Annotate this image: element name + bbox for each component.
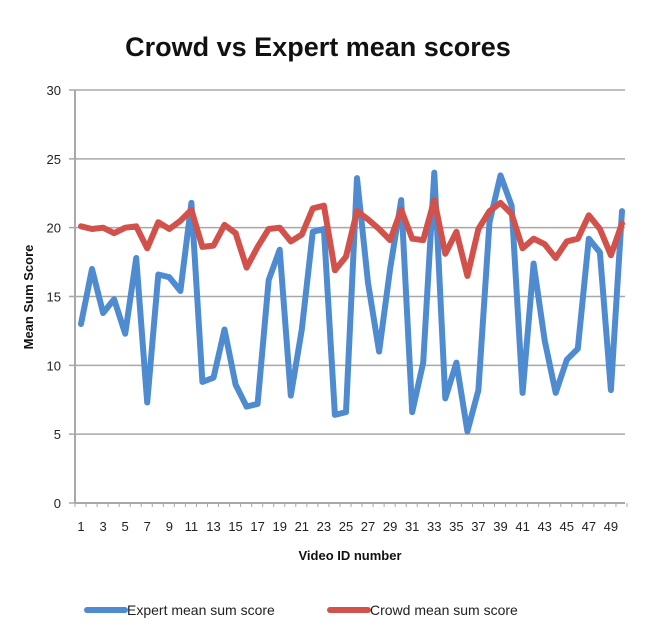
y-axis-label: Mean Sum Score (21, 245, 36, 350)
x-tick-label: 49 (604, 519, 618, 534)
x-tick-label: 3 (99, 519, 106, 534)
y-tick-label: 25 (47, 152, 61, 167)
x-tick-label: 31 (405, 519, 419, 534)
x-tick-label: 45 (560, 519, 574, 534)
gridlines (69, 89, 625, 504)
y-tick-label: 10 (47, 358, 61, 373)
y-tick-label: 15 (47, 290, 61, 305)
chart-title: Crowd vs Expert mean scores (125, 32, 511, 62)
x-tick-label: 19 (272, 519, 286, 534)
x-axis-label: Video ID number (298, 548, 401, 563)
x-tick-label: 37 (471, 519, 485, 534)
x-tick-label: 27 (361, 519, 375, 534)
legend-label: Crowd mean sum score (370, 602, 518, 618)
x-tick-label: 1 (77, 519, 84, 534)
x-tick-label: 39 (493, 519, 507, 534)
y-tick-label: 5 (54, 427, 61, 442)
y-tick-label: 30 (47, 83, 61, 98)
x-tick-label: 35 (449, 519, 463, 534)
legend-label: Expert mean sum score (127, 602, 275, 618)
x-tick-label: 7 (144, 519, 151, 534)
x-tick-label: 9 (166, 519, 173, 534)
x-tick-label: 29 (383, 519, 397, 534)
series-lines (78, 169, 625, 435)
x-tick-label: 13 (206, 519, 220, 534)
series-line-expert (78, 169, 625, 435)
x-tick-label: 15 (228, 519, 242, 534)
y-tick-label: 0 (54, 496, 61, 511)
x-tick-label: 17 (250, 519, 264, 534)
x-tick-label: 25 (339, 519, 353, 534)
x-tick-label: 47 (582, 519, 596, 534)
x-tick-label: 5 (122, 519, 129, 534)
x-tick-labels: 1 3 5 7 9 11 13 15 17 19 21 23 25 27 29 31 33 35 37 39 41 43 4… (77, 519, 618, 534)
series-line-crowd (78, 197, 625, 279)
legend: Expert mean sum score Crowd mean sum scor… (84, 602, 518, 618)
axes (74, 90, 628, 507)
x-tick-label: 23 (317, 519, 331, 534)
y-tick-labels: 0 5 10 15 20 25 30 (47, 83, 61, 511)
x-tick-label: 41 (515, 519, 529, 534)
x-tick-label: 43 (537, 519, 551, 534)
x-tick-label: 11 (185, 519, 199, 534)
x-tick-label: 33 (427, 519, 441, 534)
y-tick-label: 20 (47, 221, 61, 236)
x-tick-label: 21 (295, 519, 309, 534)
